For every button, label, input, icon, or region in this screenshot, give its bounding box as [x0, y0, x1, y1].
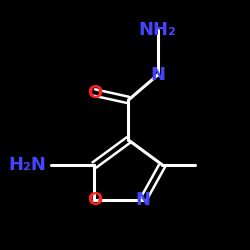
Text: N: N [136, 191, 150, 209]
Text: O: O [87, 84, 102, 102]
Text: NH₂: NH₂ [139, 21, 176, 39]
Text: N: N [150, 66, 165, 84]
Text: O: O [87, 191, 102, 209]
Text: H₂N: H₂N [8, 156, 46, 174]
